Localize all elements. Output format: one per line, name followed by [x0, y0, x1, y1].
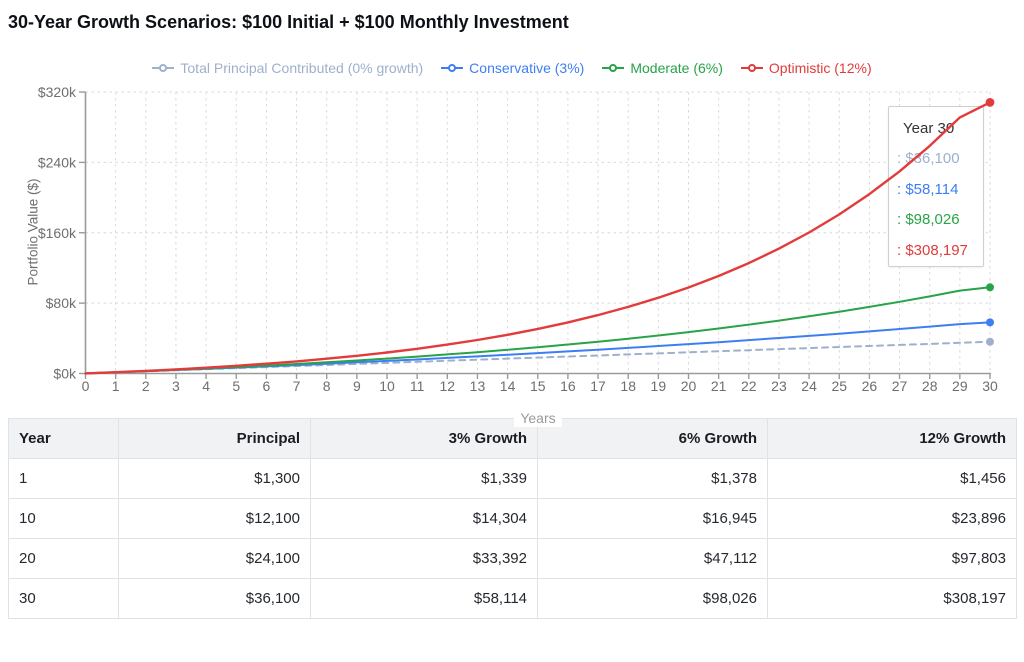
- line-marker-icon: [441, 64, 464, 73]
- x-tick-label: 23: [771, 378, 787, 394]
- legend-item-conservative[interactable]: Conservative (3%): [441, 60, 584, 76]
- cell-6pct: $1,378: [537, 458, 768, 499]
- y-tick-label: $320k: [38, 84, 77, 100]
- cell-principal: $12,100: [118, 498, 311, 539]
- legend-item-optimistic[interactable]: Optimistic (12%): [740, 60, 872, 76]
- x-tick-label: 20: [681, 378, 697, 394]
- y-tick-label: $240k: [38, 154, 77, 170]
- cell-principal: $36,100: [118, 578, 311, 619]
- cell-6pct: $16,945: [537, 498, 768, 539]
- x-tick-label: 27: [892, 378, 908, 394]
- x-tick-label: 21: [711, 378, 727, 394]
- cell-year: 30: [8, 578, 119, 619]
- cell-12pct: $308,197: [767, 578, 1017, 619]
- cell-3pct: $14,304: [310, 498, 538, 539]
- x-axis-title: Years: [514, 409, 562, 427]
- y-tick-label: $160k: [38, 225, 77, 241]
- x-tick-label: 17: [590, 378, 606, 394]
- x-tick-label: 25: [831, 378, 847, 394]
- y-tick-label: $0k: [53, 366, 77, 382]
- x-tick-label: 4: [202, 378, 210, 394]
- x-tick-label: 11: [410, 378, 425, 394]
- table-row: 10 $12,100 $14,304 $16,945 $23,896: [8, 498, 1017, 539]
- x-tick-label: 9: [353, 378, 361, 394]
- cell-12pct: $97,803: [767, 538, 1017, 579]
- x-tick-label: 26: [862, 378, 878, 394]
- col-header-principal: Principal: [118, 418, 311, 459]
- x-tick-label: 29: [952, 378, 968, 394]
- x-tick-label: 22: [741, 378, 757, 394]
- legend-label: Moderate (6%): [630, 60, 723, 76]
- x-tick-label: 2: [142, 378, 150, 394]
- line-marker-icon: [740, 64, 763, 73]
- cell-12pct: $23,896: [767, 498, 1017, 539]
- legend-item-principal[interactable]: Total Principal Contributed (0% growth): [152, 60, 423, 76]
- series-endpoint-dot-2: [986, 283, 994, 292]
- cell-year: 20: [8, 538, 119, 579]
- y-tick-label: $80k: [46, 295, 77, 311]
- x-tick-label: 1: [112, 378, 120, 394]
- cell-3pct: $58,114: [310, 578, 538, 619]
- chart-tooltip: Year 30 : $36,100 : $58,114 : $98,026 : …: [888, 106, 984, 267]
- cell-year: 1: [8, 458, 119, 499]
- tooltip-value-conservative: : $58,114: [897, 180, 959, 198]
- col-header-12pct: 12% Growth: [767, 418, 1017, 459]
- x-tick-label: 13: [470, 378, 486, 394]
- series-line-3: [84, 101, 992, 375]
- tooltip-value-moderate: : $98,026: [897, 211, 960, 228]
- axis-lines: [84, 92, 991, 375]
- x-tick-label: 15: [530, 378, 546, 394]
- series-endpoint-dot-3: [985, 97, 995, 107]
- chart-legend: Total Principal Contributed (0% growth) …: [0, 60, 1024, 76]
- cell-6pct: $47,112: [537, 538, 768, 579]
- x-tick-label: 18: [620, 378, 636, 394]
- line-marker-icon: [602, 64, 625, 73]
- x-tick-label: 5: [232, 378, 240, 394]
- x-tick-label: 16: [560, 378, 576, 394]
- x-tick-label: 10: [379, 378, 395, 394]
- x-tick-label: 12: [440, 378, 456, 394]
- series-endpoint-dot-1: [986, 318, 994, 327]
- legend-label: Conservative (3%): [469, 60, 585, 76]
- series-line-1: [84, 321, 991, 375]
- col-header-year: Year: [8, 418, 119, 459]
- cell-3pct: $1,339: [310, 458, 538, 499]
- series-line-2: [84, 286, 991, 375]
- x-tick-label: 24: [801, 378, 817, 394]
- x-tick-label: 8: [323, 378, 331, 394]
- cell-6pct: $98,026: [537, 578, 768, 619]
- x-tick-label: 30: [982, 378, 998, 394]
- legend-item-moderate[interactable]: Moderate (6%): [602, 60, 723, 76]
- legend-label: Optimistic (12%): [768, 60, 872, 76]
- cell-3pct: $33,392: [310, 538, 538, 579]
- tooltip-value-principal: : $36,100: [897, 150, 960, 167]
- series-endpoint-dot-0: [986, 337, 994, 346]
- x-tick-label: 14: [500, 378, 516, 394]
- table-row: 1 $1,300 $1,339 $1,378 $1,456: [8, 458, 1017, 499]
- table-row: 30 $36,100 $58,114 $98,026 $308,197: [8, 578, 1017, 619]
- growth-table: Year Principal 3% Growth 6% Growth 12% G…: [8, 418, 1017, 619]
- x-tick-label: 19: [651, 378, 667, 394]
- cell-principal: $1,300: [118, 458, 311, 499]
- series-line-0: [84, 340, 991, 375]
- line-marker-icon: [152, 64, 175, 73]
- x-tick-label: 28: [922, 378, 938, 394]
- tooltip-value-optimistic: : $308,197: [897, 241, 968, 259]
- col-header-3pct: 3% Growth: [310, 418, 538, 459]
- x-tick-label: 3: [172, 378, 180, 394]
- cell-principal: $24,100: [118, 538, 311, 579]
- x-tick-label: 0: [82, 378, 90, 394]
- tooltip-title: Year 30: [903, 120, 955, 137]
- cell-year: 10: [8, 498, 119, 539]
- col-header-6pct: 6% Growth: [537, 418, 768, 459]
- y-axis-title: Portfolio Value ($): [25, 178, 41, 286]
- chart-title: 30-Year Growth Scenarios: $100 Initial +…: [8, 12, 569, 32]
- x-tick-label: 7: [293, 378, 301, 394]
- cell-12pct: $1,456: [767, 458, 1017, 499]
- table-row: 20 $24,100 $33,392 $47,112 $97,803: [8, 538, 1017, 579]
- x-tick-label: 6: [263, 378, 271, 394]
- table-header-row: Year Principal 3% Growth 6% Growth 12% G…: [8, 418, 1017, 459]
- legend-label: Total Principal Contributed (0% growth): [180, 60, 424, 76]
